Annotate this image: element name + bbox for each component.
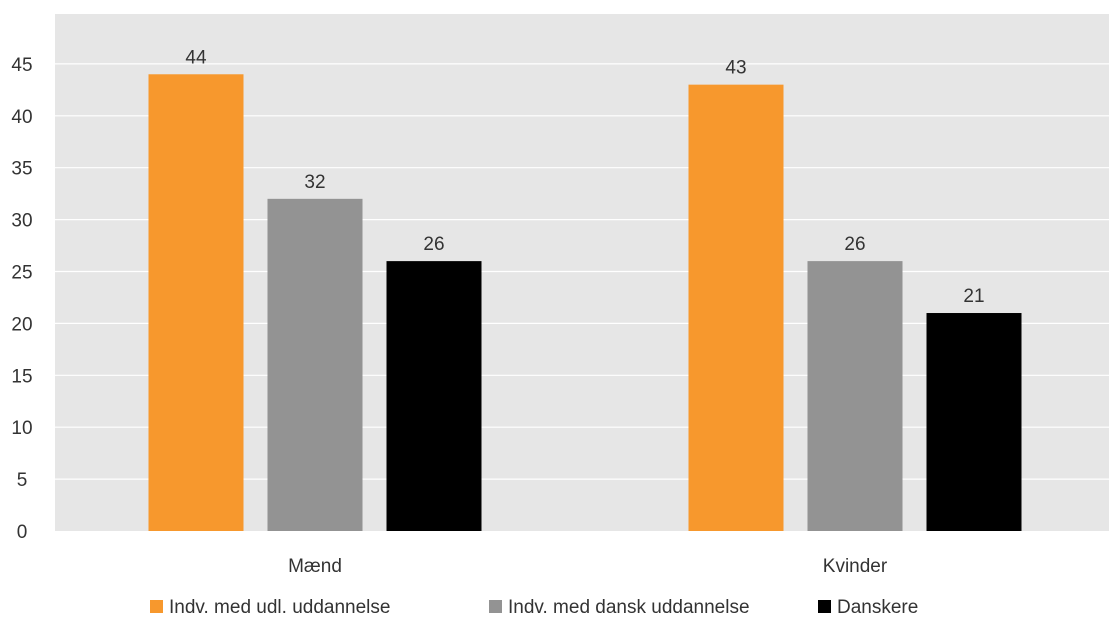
data-label: 26 (423, 234, 444, 255)
y-tick-label: 5 (17, 470, 28, 491)
bars (148, 74, 1022, 531)
data-label: 21 (963, 286, 984, 307)
legend-label: Indv. med udl. uddannelse (169, 597, 390, 617)
y-tick-label: 0 (17, 522, 28, 543)
legend-label: Danskere (837, 597, 918, 617)
legend: Indv. med udl. uddannelse Indv. med dansk… (150, 597, 918, 617)
legend-swatch (818, 600, 831, 613)
y-tick-label: 45 (11, 55, 32, 76)
legend-swatch (489, 600, 502, 613)
legend-label: Indv. med dansk uddannelse (508, 597, 750, 617)
data-label: 26 (844, 234, 865, 255)
y-tick-label: 10 (11, 418, 32, 439)
bar (267, 198, 363, 531)
bar (807, 261, 903, 531)
legend-item: Indv. med udl. uddannelse (150, 597, 390, 617)
bar (386, 261, 482, 531)
y-tick-label: 35 (11, 159, 32, 180)
y-tick-label: 15 (11, 366, 32, 387)
data-labels: 44 32 26 43 26 21 (185, 47, 984, 307)
legend-item: Indv. med dansk uddannelse (489, 597, 750, 617)
data-label: 43 (725, 58, 746, 79)
data-label: 32 (304, 172, 325, 193)
y-axis: 0 5 10 15 20 25 30 35 40 45 (11, 55, 32, 543)
data-label: 44 (185, 47, 207, 68)
y-tick-label: 25 (11, 263, 32, 284)
y-tick-label: 40 (11, 107, 32, 128)
category-label: Kvinder (823, 556, 888, 577)
y-tick-label: 30 (11, 211, 32, 232)
legend-swatch (150, 600, 163, 613)
category-label: Mænd (288, 556, 342, 577)
bar (688, 84, 784, 531)
legend-item: Danskere (818, 597, 918, 617)
bar (148, 74, 244, 531)
x-axis: Mænd Kvinder (288, 556, 888, 577)
y-tick-label: 20 (11, 314, 32, 335)
bar (926, 313, 1022, 531)
